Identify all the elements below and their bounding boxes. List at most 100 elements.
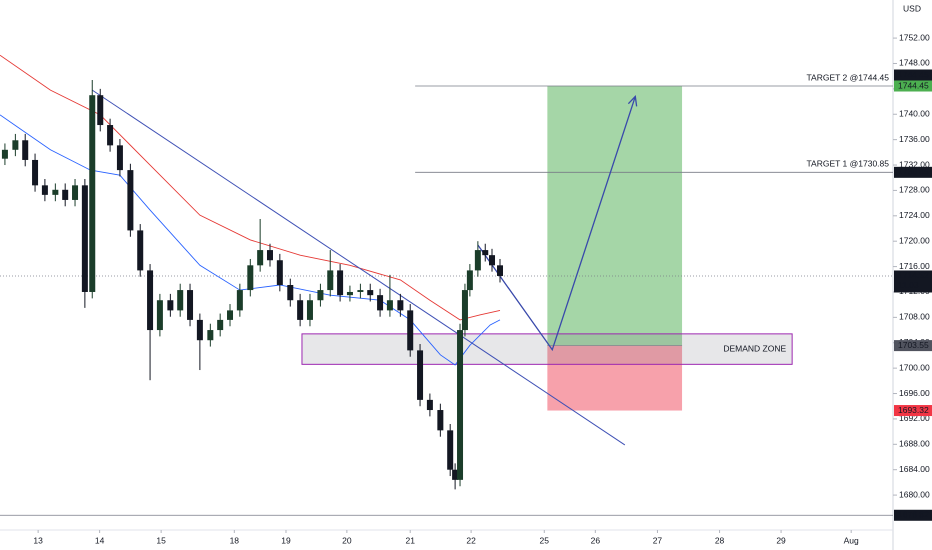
candle-body [497,265,504,276]
candle-body [306,300,313,320]
candle-body [474,250,481,271]
candle-body [137,230,144,271]
candle-body [1,149,8,159]
currency: USD [903,3,921,13]
candle-body [447,430,454,470]
y-tick-label: 1752.00 [899,32,930,42]
price-tag [894,69,932,81]
price-tag-label: 1703.55 [898,340,929,350]
candle-body [81,185,88,292]
stop-box [547,345,683,411]
y-tick-label: 1736.00 [899,134,930,144]
price-tag-label: 1730.85 [898,167,929,177]
x-tick-label: 20 [342,535,352,545]
x-tick-label: 21 [405,535,415,545]
candle-body [337,270,344,296]
demand-zone [301,333,793,365]
candle-body [89,95,96,292]
candle-body [357,290,364,292]
target-label: TARGET 2 @1744.45 [807,72,890,82]
candle-body [12,140,19,150]
x-tick-label: 28 [715,535,725,545]
y-tick-label: 1716.00 [899,261,930,271]
price-tag-label: 1744.45 [898,69,929,79]
y-tick-label: 1696.00 [899,388,930,398]
target-label: TARGET 1 @1730.85 [807,159,890,169]
candle-body [407,310,414,351]
candle-body [236,290,243,311]
candle-body [489,255,496,266]
candle-body [276,260,283,285]
y-tick-label: 1684.00 [899,464,930,474]
candle-body [116,145,123,171]
candle-body [417,350,424,400]
candle-body [227,310,234,320]
candle-body [386,300,393,311]
y-tick-label: 1748.00 [899,58,930,68]
candle-body [196,319,203,341]
candle-body [41,185,48,195]
x-tick-label: 27 [653,535,663,545]
candle-body [127,170,134,231]
candle-body [147,270,154,331]
candle-body [287,284,294,301]
y-tick-label: 1692.00 [899,413,930,423]
y-tick-label: 1700.00 [899,362,930,372]
candle-body [156,300,163,331]
projection-path [477,96,636,352]
price-tag-countdown: 11:03 [898,280,919,290]
candle-body [426,399,433,411]
candle-body [457,330,464,480]
candle-body [52,189,59,195]
x-tick-label: 13 [33,535,43,545]
y-tick-label: 1724.00 [899,210,930,220]
x-tick-label: 25 [540,535,550,545]
candle-body [72,185,79,200]
candle-body [187,290,194,320]
price-tag [894,166,932,178]
candle-body [452,469,459,480]
candle-body [167,300,174,311]
candle-body [217,319,224,331]
price-tag [894,270,932,293]
y-tick-label: 1728.00 [899,185,930,195]
price-tag-label: 1693.32 [898,405,929,415]
y-tick-label: 1740.00 [899,109,930,119]
candle-body [327,270,334,291]
price-tag-label: 1676.82 [898,510,929,520]
candle-body [62,189,69,200]
candle-body [317,290,324,301]
price-tag [894,340,932,352]
x-tick-label: 26 [591,535,601,545]
x-tick-label: 22 [466,535,476,545]
candle-body [266,250,273,261]
target-box [547,86,683,346]
candle-body [22,140,29,160]
candle-body [247,265,254,291]
zone-label: DEMAND ZONE [723,343,786,353]
candle-body [346,291,353,296]
candle-body [32,159,39,186]
candle-body [397,300,404,311]
candle-body [207,330,214,341]
arrow-head [627,95,638,107]
candle-body [367,290,374,296]
price-tag [894,405,932,417]
y-tick-label: 1688.00 [899,439,930,449]
price-tag [894,509,932,521]
y-tick-label: 1708.00 [899,312,930,322]
candle-body [437,410,444,431]
candle-body [257,250,264,266]
price-tag-label: 1714.52 [898,270,929,280]
y-tick-label: 1732.00 [899,159,930,169]
x-tick-label: Aug [844,535,859,545]
y-tick-label: 1720.00 [899,235,930,245]
x-tick-label: 14 [95,535,105,545]
candle-body [297,300,304,320]
candle-body [107,125,114,146]
x-tick-label: 18 [230,535,240,545]
x-tick-label: 19 [281,535,291,545]
candle-body [482,250,489,256]
